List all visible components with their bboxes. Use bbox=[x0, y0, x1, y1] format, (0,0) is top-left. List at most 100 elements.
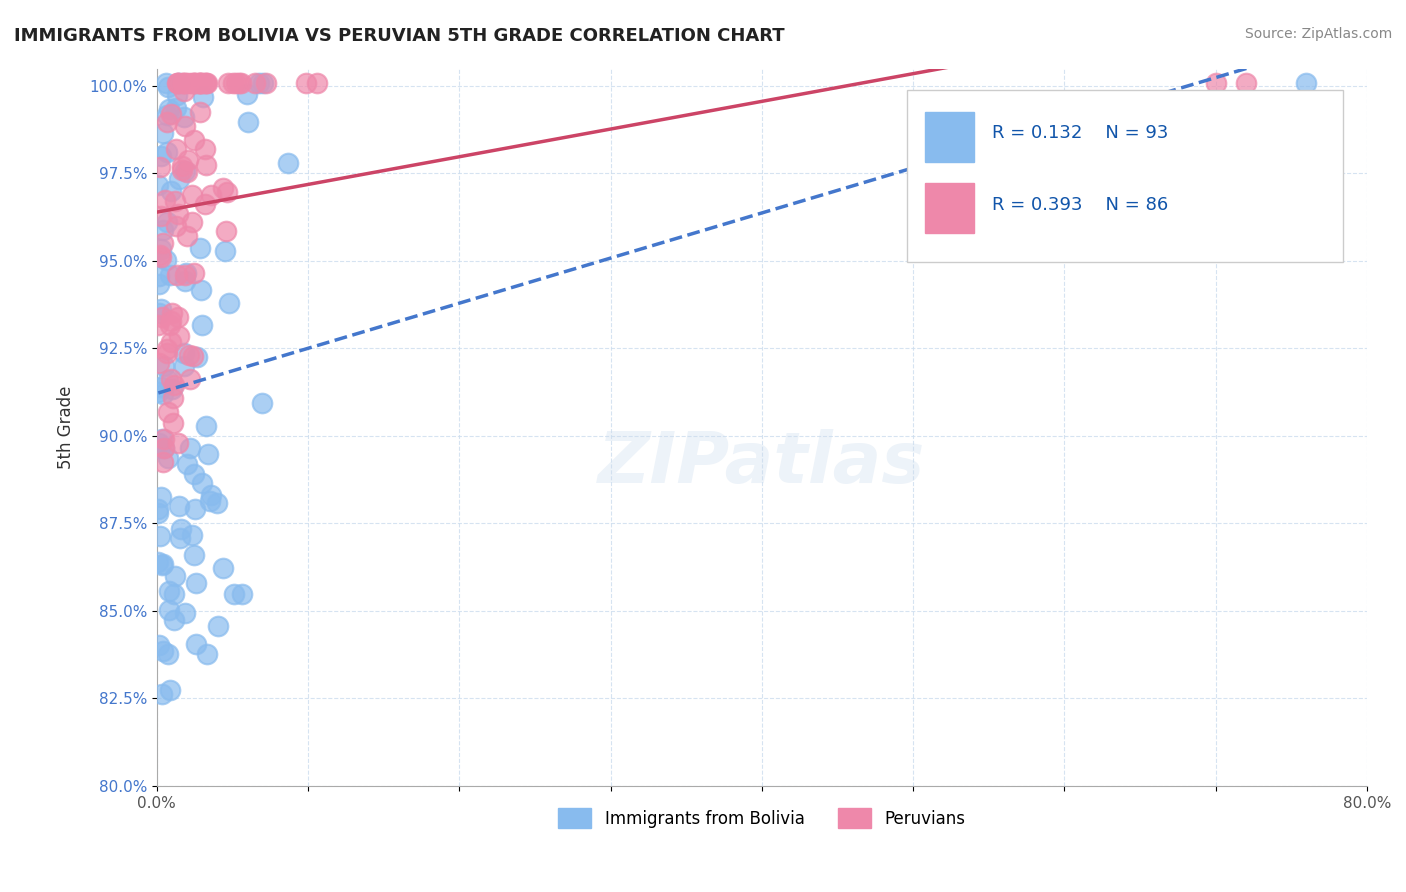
Point bbox=[160, 107, 183, 121]
Point bbox=[152, 126, 174, 140]
Point bbox=[176, 266, 198, 280]
Point bbox=[181, 349, 204, 363]
Point bbox=[170, 159, 193, 173]
Point bbox=[167, 207, 190, 221]
Point bbox=[157, 80, 180, 95]
Point bbox=[159, 184, 181, 198]
Point bbox=[177, 348, 200, 362]
Point bbox=[191, 476, 214, 491]
Point bbox=[1295, 76, 1317, 90]
Point bbox=[190, 283, 212, 297]
FancyBboxPatch shape bbox=[907, 90, 1343, 262]
Point bbox=[153, 441, 176, 455]
Point bbox=[167, 329, 190, 343]
Point bbox=[172, 76, 194, 90]
Point bbox=[211, 560, 233, 574]
Point bbox=[149, 160, 172, 174]
Point bbox=[236, 115, 259, 129]
Point bbox=[194, 76, 217, 90]
Point bbox=[187, 76, 209, 90]
Point bbox=[149, 149, 172, 163]
Point bbox=[180, 188, 202, 202]
Point bbox=[190, 76, 212, 90]
Point bbox=[160, 314, 183, 328]
Point bbox=[165, 101, 187, 115]
Point bbox=[186, 576, 208, 591]
Point bbox=[207, 618, 229, 632]
Point bbox=[183, 501, 205, 516]
Point bbox=[148, 384, 170, 399]
Point bbox=[169, 531, 191, 545]
Point bbox=[148, 318, 170, 332]
Point bbox=[160, 372, 183, 386]
Point bbox=[1234, 76, 1257, 90]
Point bbox=[188, 241, 211, 255]
Point bbox=[183, 133, 205, 147]
Point bbox=[148, 502, 170, 516]
Text: IMMIGRANTS FROM BOLIVIA VS PERUVIAN 5TH GRADE CORRELATION CHART: IMMIGRANTS FROM BOLIVIA VS PERUVIAN 5TH … bbox=[14, 27, 785, 45]
Point bbox=[215, 223, 238, 237]
Point bbox=[149, 529, 172, 543]
Point bbox=[152, 455, 174, 469]
Point bbox=[169, 500, 191, 514]
Point bbox=[160, 305, 183, 319]
Bar bbox=[925, 183, 973, 234]
Point bbox=[159, 268, 181, 282]
Legend: Immigrants from Bolivia, Peruvians: Immigrants from Bolivia, Peruvians bbox=[551, 801, 972, 835]
Point bbox=[165, 142, 187, 156]
Point bbox=[173, 84, 195, 98]
Point bbox=[197, 446, 219, 460]
Text: R = 0.393    N = 86: R = 0.393 N = 86 bbox=[991, 196, 1168, 214]
Point bbox=[150, 687, 173, 701]
Point bbox=[148, 436, 170, 450]
Point bbox=[153, 432, 176, 446]
Point bbox=[148, 306, 170, 320]
Point bbox=[195, 158, 218, 172]
Point bbox=[305, 76, 328, 90]
Point bbox=[149, 209, 172, 223]
Point bbox=[156, 648, 179, 662]
Point bbox=[243, 76, 266, 90]
Point bbox=[194, 142, 217, 156]
Point bbox=[214, 244, 236, 258]
Point bbox=[183, 266, 205, 280]
Point bbox=[148, 268, 170, 283]
Point bbox=[194, 419, 217, 434]
Point bbox=[174, 607, 197, 621]
Point bbox=[173, 110, 195, 124]
Point bbox=[162, 417, 184, 431]
Point bbox=[157, 102, 180, 116]
Point bbox=[228, 76, 250, 90]
Point bbox=[176, 153, 198, 168]
Point bbox=[252, 396, 274, 410]
Point bbox=[152, 558, 174, 572]
Point bbox=[166, 87, 188, 102]
Point bbox=[153, 442, 176, 456]
Point bbox=[150, 310, 173, 324]
Point bbox=[205, 496, 228, 510]
Point bbox=[167, 172, 190, 186]
Text: R = 0.132    N = 93: R = 0.132 N = 93 bbox=[991, 124, 1168, 142]
Point bbox=[156, 373, 179, 387]
Text: Source: ZipAtlas.com: Source: ZipAtlas.com bbox=[1244, 27, 1392, 41]
Point bbox=[231, 587, 253, 601]
Point bbox=[180, 76, 202, 90]
Y-axis label: 5th Grade: 5th Grade bbox=[58, 385, 75, 469]
Point bbox=[156, 145, 179, 159]
Point bbox=[200, 188, 222, 202]
Point bbox=[156, 215, 179, 229]
Point bbox=[163, 587, 186, 601]
Point bbox=[190, 318, 212, 332]
Point bbox=[155, 346, 177, 360]
Point bbox=[156, 342, 179, 356]
Point bbox=[148, 506, 170, 520]
Point bbox=[157, 603, 180, 617]
Point bbox=[222, 587, 245, 601]
Point bbox=[159, 682, 181, 697]
Point bbox=[156, 405, 179, 419]
Point bbox=[152, 557, 174, 571]
Point bbox=[166, 268, 188, 282]
Point bbox=[176, 228, 198, 243]
Point bbox=[156, 108, 179, 122]
Point bbox=[170, 522, 193, 536]
